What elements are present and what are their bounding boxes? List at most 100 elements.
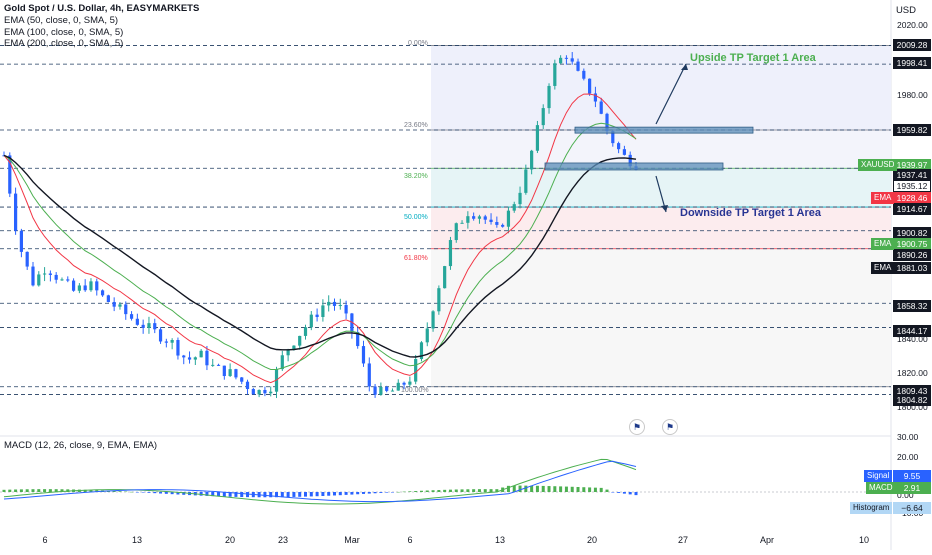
price-tag-1935: 1935.12 (893, 180, 931, 192)
time-label: 10 (858, 535, 870, 545)
candle-body (350, 313, 354, 333)
ema-100-legend[interactable]: EMA (100, close, 0, SMA, 5) (4, 27, 124, 38)
histogram-bar (89, 489, 93, 492)
candle-body (477, 216, 482, 219)
candle-body (100, 290, 105, 296)
us-event-flag-icon[interactable]: ⚑ (629, 419, 645, 435)
histogram-bar (286, 492, 290, 498)
symbol-title[interactable]: Gold Spot / U.S. Dollar, 4h, EASYMARKETS (4, 3, 200, 14)
candle-body (472, 216, 476, 219)
candle-body (112, 301, 116, 307)
upside-target-label: Upside TP Target 1 Area (690, 52, 816, 64)
price-tag-1998: 1998.41 (893, 57, 931, 69)
histogram-bar (530, 485, 534, 492)
histogram-bar (321, 492, 325, 496)
histogram-bar (460, 489, 464, 492)
candle-body (617, 143, 621, 150)
candle-body (466, 216, 470, 223)
candle-body (379, 387, 383, 395)
histogram-bar (588, 487, 592, 492)
histogram-bar (414, 491, 418, 492)
macd-signal-value: 9.55 (893, 470, 931, 482)
histogram-bar (176, 492, 180, 495)
candle-body (547, 85, 551, 109)
macd-legend[interactable]: MACD (12, 26, close, 9, EMA, EMA) (4, 440, 158, 451)
fib-23-label: 23.60% (404, 122, 428, 129)
histogram-bar (344, 492, 348, 495)
histogram-bar (495, 489, 499, 492)
histogram-bar (402, 491, 406, 493)
candle-body (211, 364, 215, 366)
fib-38-label: 38.20% (404, 173, 428, 180)
price-tag-1858: 1858.32 (893, 300, 931, 312)
ema-200-line (3, 154, 637, 358)
histogram-tag: Histogram (850, 502, 893, 514)
candle-body (8, 155, 12, 194)
candle-body (390, 390, 395, 392)
histogram-bar (147, 492, 151, 493)
histogram-bar (350, 492, 354, 495)
histogram-bar (483, 489, 487, 492)
histogram-bar (628, 492, 632, 495)
candle-body (315, 314, 319, 317)
histogram-bar (576, 486, 580, 492)
ema-50-value-tag: 1928.46 (893, 192, 931, 204)
histogram-value: −6.64 (893, 502, 931, 514)
candle-body (431, 311, 435, 329)
candle-body (332, 301, 337, 306)
histogram-bar (379, 492, 383, 493)
candle-body (367, 363, 371, 387)
ema-200-legend[interactable]: EMA (200, close, 0, SMA, 5) (4, 38, 124, 49)
histogram-bar (48, 489, 52, 492)
ema-50-line (3, 93, 637, 384)
candle-body (495, 222, 499, 225)
candle-body (373, 386, 377, 395)
histogram-bar (448, 489, 452, 492)
histogram-bar (217, 492, 221, 497)
histogram-bar (611, 492, 615, 493)
candle-body (396, 382, 400, 391)
histogram-bar (466, 489, 470, 492)
histogram-bar (19, 489, 23, 492)
candle-body (147, 323, 151, 328)
candle-body (344, 305, 348, 314)
fib-zone (431, 45, 891, 131)
price-tick: 1800.00 (897, 402, 928, 412)
price-tag-2009: 2009.28 (893, 39, 931, 51)
ema-50-legend[interactable]: EMA (50, close, 0, SMA, 5) (4, 15, 119, 26)
us-event-flag-icon[interactable]: ⚑ (662, 419, 678, 435)
histogram-bar (240, 492, 244, 498)
time-label: 20 (586, 535, 598, 545)
candle-body (129, 314, 134, 319)
candle-body (454, 223, 458, 241)
histogram-bar (37, 489, 41, 492)
ema-200-tag: EMA (871, 262, 895, 274)
histogram-bar (25, 489, 29, 492)
candle-body (356, 332, 360, 347)
candle-body (228, 369, 232, 377)
histogram-bar (135, 492, 139, 493)
time-label: 6 (42, 535, 48, 545)
fib-zone (431, 130, 891, 169)
histogram-bar (541, 485, 545, 492)
histogram-bar (605, 489, 609, 492)
histogram-bar (553, 486, 557, 492)
histogram-bar (547, 486, 551, 492)
histogram-bar (437, 490, 441, 492)
time-label: 20 (224, 535, 236, 545)
candle-body (164, 341, 168, 343)
histogram-bar (304, 492, 308, 497)
candle-body (153, 323, 157, 330)
histogram-bar (315, 492, 319, 497)
fib-zone (431, 168, 891, 208)
candle-body (535, 125, 540, 151)
candle-body (19, 230, 23, 252)
histogram-bar (124, 491, 128, 493)
candle-body (588, 78, 592, 94)
histogram-bar (622, 492, 626, 494)
upside-arrowhead (681, 64, 688, 70)
candle-body (553, 63, 557, 86)
candle-body (361, 346, 366, 364)
